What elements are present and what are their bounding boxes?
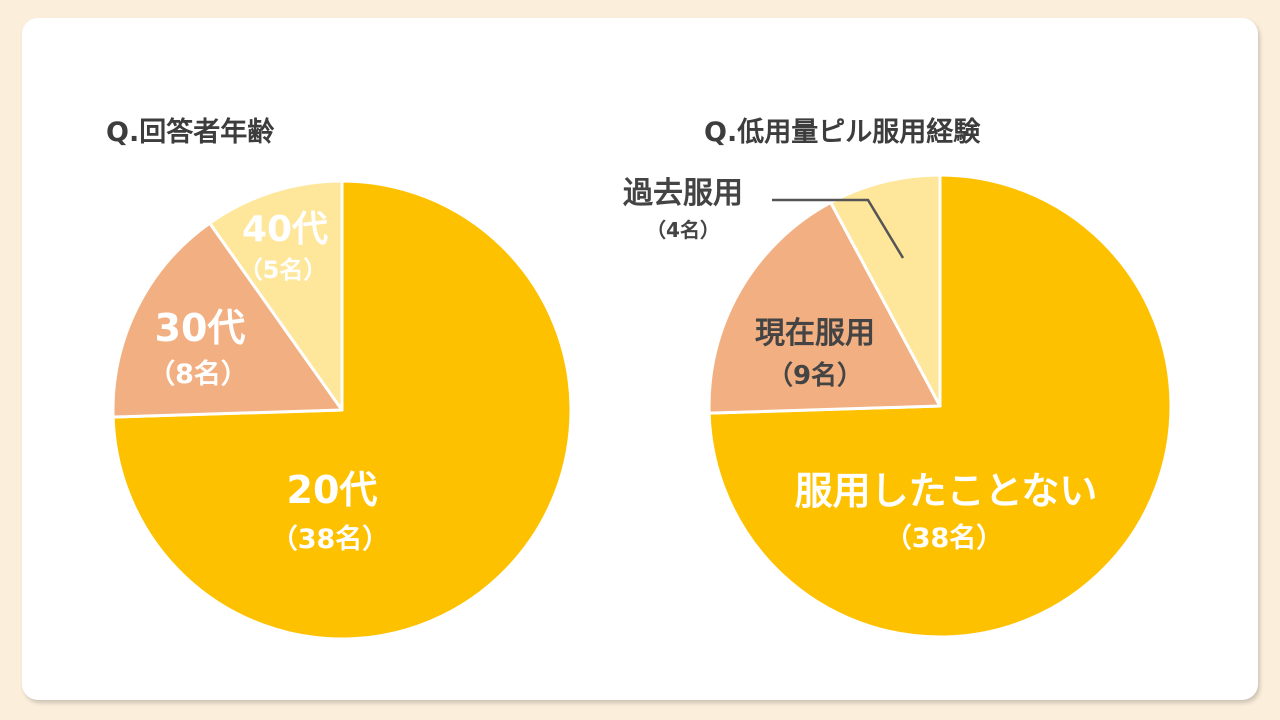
age-pie: 20代 （38名） 30代 （8名） 40代 （5名）: [111, 179, 573, 641]
label-current: 現在服用: [755, 316, 875, 351]
leader-line-past: [772, 198, 905, 259]
slice-current: [707, 200, 942, 415]
count-never: （38名）: [885, 522, 1004, 554]
count-40s: （5名）: [239, 256, 328, 284]
label-40s: 40代: [242, 209, 328, 250]
label-never: 服用したことない: [795, 469, 1098, 513]
slice-30s: [111, 221, 344, 419]
count-current: （9名）: [767, 360, 863, 391]
label-30s: 30代: [155, 306, 246, 350]
age-chart-title: Q.回答者年齢: [106, 117, 275, 148]
count-30s: （8名）: [148, 358, 248, 390]
count-20s: （38名）: [271, 523, 390, 555]
slice-past: [829, 173, 942, 408]
slice-40s: [208, 179, 344, 412]
count-past: （4名）: [646, 218, 720, 242]
label-20s: 20代: [287, 468, 378, 512]
pill-chart-title: Q.低用量ピル服用経験: [704, 117, 981, 148]
pill-pie: 服用したことない （38名） 現在服用 （9名） 過去服用 （4名）: [623, 173, 1173, 639]
label-past: 過去服用: [623, 176, 743, 211]
